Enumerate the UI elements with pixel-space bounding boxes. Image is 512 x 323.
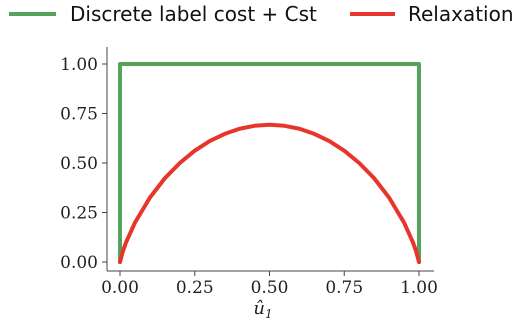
x-tick-label: 0.25 (176, 278, 214, 298)
x-tick-label: 0.00 (101, 278, 139, 298)
series-line-discrete (118, 62, 421, 264)
y-tick-label: 0.00 (60, 253, 98, 273)
series-line-relaxation (118, 122, 421, 264)
legend: Discrete label cost + Cst Relaxation (9, 2, 512, 26)
x-tick-label: 0.50 (251, 278, 289, 298)
series-layer (118, 62, 421, 264)
x-tick-label: 0.75 (325, 278, 363, 298)
x-tick-label: 1.00 (400, 278, 438, 298)
y-tick-label: 0.75 (60, 105, 98, 125)
ticks: 0.00 0.25 0.50 0.75 1.00 0.00 0.25 0.50 0.75 1.00 (60, 55, 438, 298)
legend-label-discrete: Discrete label cost + Cst (70, 2, 317, 26)
legend-label-relaxation: Relaxation (408, 2, 512, 26)
y-tick-label: 0.25 (60, 204, 98, 224)
x-axis-label: û1 (253, 298, 272, 321)
y-tick-label: 1.00 (60, 55, 98, 75)
y-tick-label: 0.50 (60, 154, 98, 174)
axes (106, 47, 434, 272)
